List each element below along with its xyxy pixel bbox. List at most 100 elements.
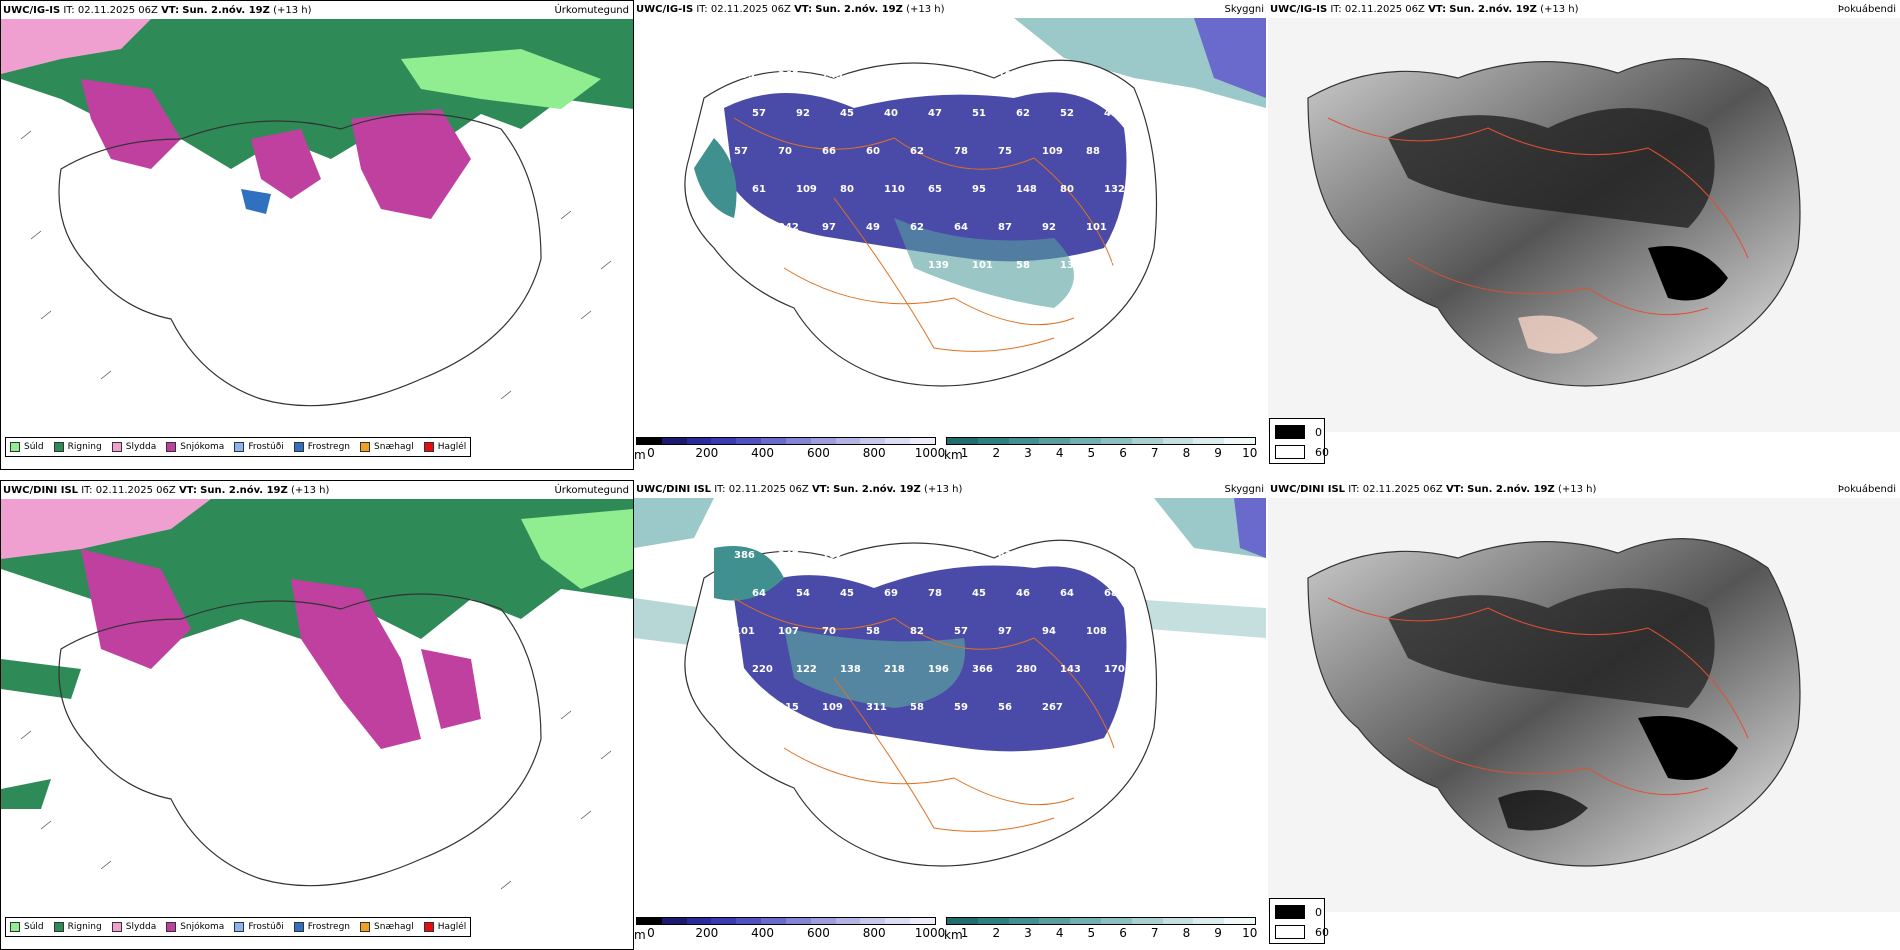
- fog-map[interactable]: [1268, 498, 1900, 912]
- legend-label: Haglél: [437, 922, 467, 932]
- legend-item: Haglél: [423, 442, 466, 452]
- cloud-base-label: 139: [928, 260, 949, 271]
- cloud-base-label: 98: [884, 260, 898, 271]
- cloud-base-label: 299: [734, 70, 755, 81]
- cloud-panel: UWC/DINI ISL IT: 02.11.2025 06Z VT: Sun.…: [634, 480, 1268, 950]
- colorbar-segment: [711, 918, 737, 924]
- colorbar-segment: [1162, 918, 1194, 924]
- legend-label: Frostúði: [248, 442, 284, 452]
- legend-swatch: [234, 922, 245, 932]
- colorbar-segment: [885, 918, 911, 924]
- cloud-base-label: 62: [1016, 108, 1030, 119]
- colorbar-segment: [1039, 438, 1071, 444]
- run-label: IT:: [63, 5, 75, 16]
- cloud-base-label: 197: [910, 70, 931, 81]
- panel-header: UWC/DINI ISL IT: 02.11.2025 06Z VT: Sun.…: [636, 484, 1266, 498]
- colorbar-tick-label: 800: [862, 446, 886, 460]
- panel-header: UWC/DINI ISL IT: 02.11.2025 06Z VT: Sun.…: [3, 485, 631, 499]
- fog-legend-label: 0: [1315, 905, 1322, 919]
- colorbar-segment: [885, 438, 911, 444]
- run-label: IT:: [1348, 484, 1360, 495]
- colorbar-segment: [1100, 438, 1132, 444]
- valid-label: VT:: [794, 4, 813, 15]
- legend-item: Slydda: [111, 442, 156, 452]
- panel-header: UWC/DINI ISL IT: 02.11.2025 06Z VT: Sun.…: [1270, 484, 1898, 498]
- legend-item: Haglél: [423, 922, 467, 932]
- field-name: Þokuábendi: [1837, 4, 1896, 15]
- run-time: 02.11.2025 06Z: [728, 484, 809, 495]
- colorbar-segment: [1162, 438, 1194, 444]
- colorbar-tick-label: 2: [992, 926, 1001, 940]
- fog-legend-swatch: [1275, 905, 1305, 919]
- cloud-base-label: 92: [1042, 222, 1056, 233]
- cloud-base-label: 52: [1060, 108, 1074, 119]
- run-time: 02.11.2025 06Z: [710, 4, 791, 15]
- colorbar-tick-label: 7: [1150, 926, 1159, 940]
- cloud-base-label: 138: [734, 222, 755, 233]
- cloud-labels: 386 247 162 213 101 392 62 59 55 64 54 45 69 78 45 46 64…: [734, 550, 1125, 713]
- colorbar-segment: [977, 918, 1009, 924]
- cloud-map[interactable]: 386 247 162 213 101 392 62 59 55 64 54 45 69 78 45 46 64…: [634, 498, 1266, 912]
- lead-time: (+13 h): [1540, 4, 1579, 15]
- colorbar-tick-label: 600: [806, 926, 830, 940]
- fog-legend-item: 60: [1275, 445, 1329, 459]
- colorbar-segment: [860, 438, 886, 444]
- field-name: Þokuábendi: [1837, 484, 1896, 495]
- legend-item: Frostúði: [234, 922, 284, 932]
- colorbar-segment: [810, 438, 836, 444]
- lead-time: (+13 h): [273, 5, 312, 16]
- cloud-base-label: 56: [998, 702, 1012, 713]
- cloud-base-label: 200: [954, 70, 975, 81]
- cloud-base-label: 59: [954, 702, 968, 713]
- colorbar-tick-label: 1000: [914, 446, 946, 460]
- cloud-base-label: 267: [1042, 702, 1063, 713]
- cloud-base-label: 217: [866, 70, 887, 81]
- valid-label: VT:: [178, 485, 197, 496]
- fog-map[interactable]: [1268, 18, 1900, 432]
- cloud-base-label: 64: [752, 588, 766, 599]
- colorbar-tick-label: 400: [751, 926, 775, 940]
- valid-time: Sun. 2.nóv. 19Z: [833, 484, 921, 495]
- colorbar-segment: [661, 918, 687, 924]
- cloud-base-label: 64: [1060, 588, 1074, 599]
- cloud-base-label: 57: [752, 108, 766, 119]
- cloud-base-label: 109: [796, 184, 817, 195]
- cloud-base-label: 46: [1016, 588, 1030, 599]
- precip-map[interactable]: [1, 499, 633, 913]
- cloud-base-label: 145: [734, 702, 755, 713]
- height-colorbar: 0 200 400 600 800 1000 m: [634, 917, 945, 942]
- colorbar-segment: [860, 918, 886, 924]
- cloud-base-label: 109: [822, 702, 843, 713]
- colorbar-segment: [1008, 438, 1040, 444]
- fog-legend-label: 60: [1315, 925, 1329, 939]
- cloud-base-label: 132: [1104, 184, 1125, 195]
- colorbar-segment: [661, 438, 687, 444]
- colorbar-tick-label: 10: [1242, 926, 1258, 940]
- precip-map[interactable]: [1, 19, 633, 433]
- valid-time: Sun. 2.nóv. 19Z: [1467, 484, 1555, 495]
- cloud-panel: UWC/IG-IS IT: 02.11.2025 06Z VT: Sun. 2.…: [634, 0, 1268, 470]
- legend-label: Frostúði: [248, 922, 284, 932]
- cloud-base-label: 199: [998, 70, 1019, 81]
- colorbar-segment: [736, 918, 762, 924]
- legend-item: Súld: [10, 922, 44, 932]
- legend-item: Frostúði: [234, 442, 284, 452]
- cloud-base-label: 233: [1042, 70, 1063, 81]
- cloud-base-label: 51: [972, 108, 986, 119]
- cloud-base-label: 108: [1086, 626, 1107, 637]
- forecast-row-2: UWC/DINI ISL IT: 02.11.2025 06Z VT: Sun.…: [0, 480, 1900, 950]
- colorbar-tick-label: 3: [1024, 926, 1032, 940]
- cloud-base-label: 143: [1060, 664, 1081, 675]
- cloud-base-label: 97: [998, 626, 1012, 637]
- cloud-base-label: 40: [884, 108, 898, 119]
- cloud-base-label: 138: [840, 664, 861, 675]
- fog-legend-swatch: [1275, 925, 1305, 939]
- cloud-map[interactable]: 299 265 243 217 197 200 199 233 85 57 92 45 40 47 51 62…: [634, 18, 1266, 432]
- model-name: UWC/IG-IS: [636, 4, 694, 15]
- cloud-base-label: 62: [910, 222, 924, 233]
- forecast-row-1: UWC/IG-IS IT: 02.11.2025 06Z VT: Sun. 2.…: [0, 0, 1900, 470]
- valid-label: VT:: [1445, 484, 1464, 495]
- fog-legend-item: 0: [1275, 905, 1322, 919]
- field-name: Úrkomutegund: [554, 5, 629, 16]
- cloud-base-label: 243: [822, 70, 843, 81]
